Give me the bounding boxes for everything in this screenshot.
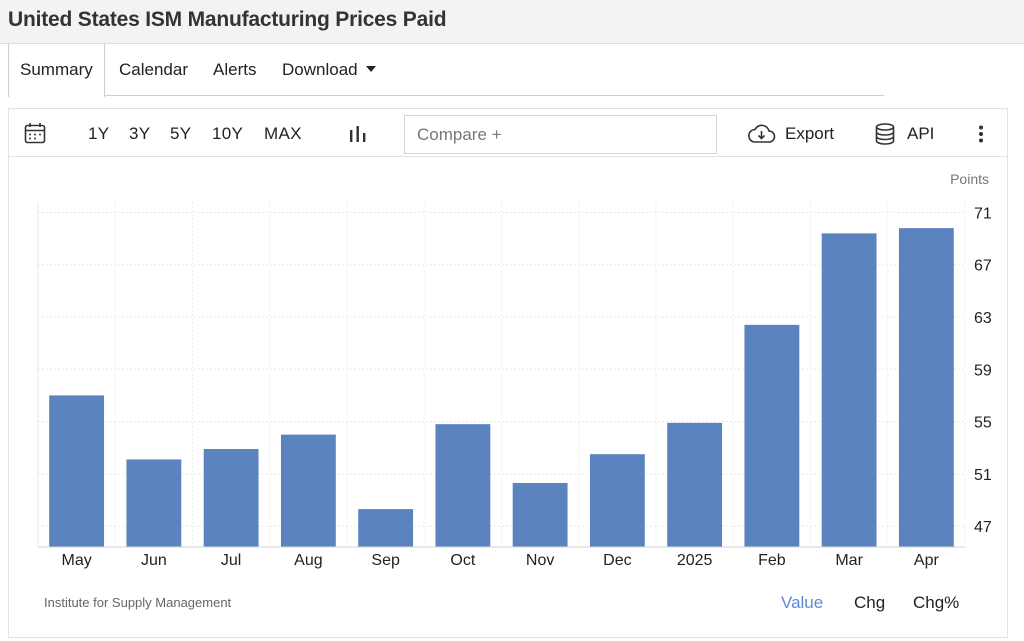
x-tick-label: Aug bbox=[294, 552, 322, 569]
tab-calendar-label: Calendar bbox=[119, 60, 188, 79]
tab-summary[interactable]: Summary bbox=[8, 44, 105, 97]
x-tick-label: May bbox=[62, 552, 92, 569]
y-tick-label: 63 bbox=[974, 310, 992, 327]
tab-download-label: Download bbox=[282, 60, 358, 79]
database-icon[interactable] bbox=[875, 123, 895, 150]
y-tick-label: 67 bbox=[974, 258, 992, 275]
x-tick-label: Feb bbox=[758, 552, 786, 569]
bar-chart-icon[interactable] bbox=[349, 125, 367, 148]
x-tick-label: Oct bbox=[450, 552, 475, 569]
toggle-chg-pct[interactable]: Chg% bbox=[913, 593, 960, 612]
bar bbox=[203, 448, 259, 547]
api-button[interactable]: API bbox=[907, 124, 935, 143]
chart-toolbar: 1Y 3Y 5Y 10Y MAX Export API bbox=[9, 109, 1007, 157]
x-tick-label: 2025 bbox=[677, 552, 713, 569]
toggle-value[interactable]: Value bbox=[781, 593, 824, 612]
range-3y[interactable]: 3Y bbox=[129, 124, 151, 143]
tab-download[interactable]: Download bbox=[282, 44, 376, 96]
x-tick-label: Dec bbox=[603, 552, 631, 569]
bar bbox=[435, 424, 491, 547]
bar bbox=[49, 395, 105, 547]
bar bbox=[126, 459, 182, 547]
source-label: Institute for Supply Management bbox=[44, 595, 232, 610]
x-tick-label: Nov bbox=[526, 552, 554, 569]
y-tick-label: 47 bbox=[974, 519, 992, 536]
more-vertical-icon[interactable] bbox=[978, 125, 984, 148]
tab-bar: Summary Calendar Alerts Download bbox=[8, 44, 884, 97]
tab-alerts-label: Alerts bbox=[213, 60, 257, 79]
y-tick-label: 59 bbox=[974, 362, 992, 379]
caret-down-icon bbox=[365, 65, 376, 72]
cloud-download-icon[interactable] bbox=[746, 123, 776, 150]
bar bbox=[898, 228, 954, 547]
y-tick-label: 55 bbox=[974, 415, 992, 432]
bar bbox=[358, 509, 414, 547]
title-bar: United States ISM Manufacturing Prices P… bbox=[0, 0, 1024, 44]
calendar-icon[interactable] bbox=[24, 122, 46, 149]
x-tick-label: Jul bbox=[221, 552, 241, 569]
units-label: Points bbox=[950, 171, 989, 187]
bar bbox=[744, 324, 800, 547]
chart-panel: 1Y 3Y 5Y 10Y MAX Export API Points 47 51 5… bbox=[8, 108, 1008, 638]
range-max[interactable]: MAX bbox=[264, 124, 302, 143]
range-1y[interactable]: 1Y bbox=[88, 124, 110, 143]
range-10y[interactable]: 10Y bbox=[212, 124, 244, 143]
x-tick-label: Mar bbox=[835, 552, 863, 569]
toggle-chg[interactable]: Chg bbox=[854, 593, 886, 612]
bar bbox=[280, 434, 336, 547]
bar-chart: 47 51 55 59 63 67 71 May Jun Jul Aug Sep Oct Nov Dec 20… bbox=[37, 202, 992, 569]
page-title: United States ISM Manufacturing Prices P… bbox=[8, 8, 447, 31]
tab-alerts[interactable]: Alerts bbox=[213, 44, 256, 96]
x-tick-label: Apr bbox=[914, 552, 940, 569]
export-button[interactable]: Export bbox=[785, 124, 835, 143]
x-tick-label: Sep bbox=[371, 552, 400, 569]
bar bbox=[589, 454, 645, 547]
y-tick-label: 51 bbox=[974, 467, 992, 484]
x-tick-label: Jun bbox=[141, 552, 167, 569]
tab-summary-label: Summary bbox=[20, 60, 93, 79]
bar bbox=[667, 422, 723, 547]
bar bbox=[821, 233, 877, 547]
compare-input[interactable] bbox=[404, 115, 717, 154]
y-tick-label: 71 bbox=[974, 205, 992, 222]
range-5y[interactable]: 5Y bbox=[170, 124, 192, 143]
bar bbox=[512, 482, 568, 547]
tab-calendar[interactable]: Calendar bbox=[119, 44, 188, 96]
